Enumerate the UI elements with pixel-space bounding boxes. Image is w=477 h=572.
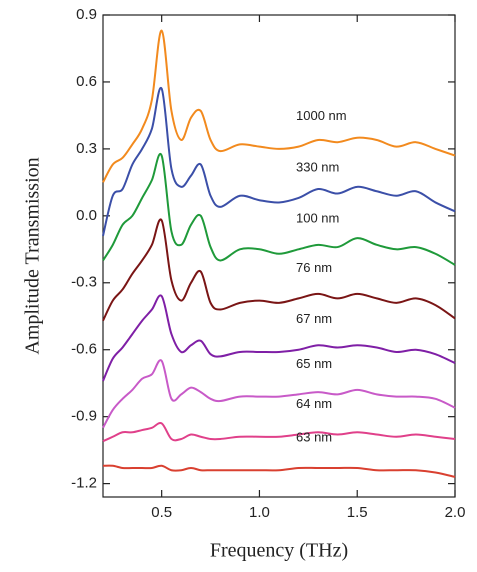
series-label: 330 nm: [296, 159, 339, 174]
series-label: 1000 nm: [296, 108, 347, 123]
series-line: [102, 29, 456, 183]
series-line: [102, 464, 456, 478]
series-label: 76 nm: [296, 260, 332, 275]
plot-frame: [102, 14, 456, 498]
series-line: [102, 152, 456, 266]
x-axis-label: Frequency (THz): [210, 540, 348, 562]
series-line: [102, 294, 456, 382]
y-tick-label: 0.9: [76, 6, 97, 23]
x-tick-label: 0.5: [151, 504, 172, 521]
y-tick-label: -0.6: [71, 341, 97, 358]
series-label: 64 nm: [296, 396, 332, 411]
series-label: 100 nm: [296, 211, 339, 226]
series-label: 67 nm: [296, 311, 332, 326]
series-line: [102, 218, 456, 322]
series-line: [102, 359, 456, 429]
y-tick-label: -0.9: [71, 408, 97, 425]
y-tick-label: 0.6: [76, 73, 97, 90]
y-tick-label: -1.2: [71, 475, 97, 492]
x-tick-label: 1.5: [347, 504, 368, 521]
x-tick-label: 1.0: [249, 504, 270, 521]
series-line: [102, 421, 456, 443]
series-label: 63 nm: [296, 429, 332, 444]
series-label: 65 nm: [296, 356, 332, 371]
y-tick-label: 0.3: [76, 140, 97, 157]
y-tick-label: 0.0: [76, 207, 97, 224]
y-tick-label: -0.3: [71, 274, 97, 291]
x-tick-label: 2.0: [445, 504, 466, 521]
y-axis-label: Amplitude Transmission: [22, 157, 44, 354]
series-line: [102, 87, 456, 237]
